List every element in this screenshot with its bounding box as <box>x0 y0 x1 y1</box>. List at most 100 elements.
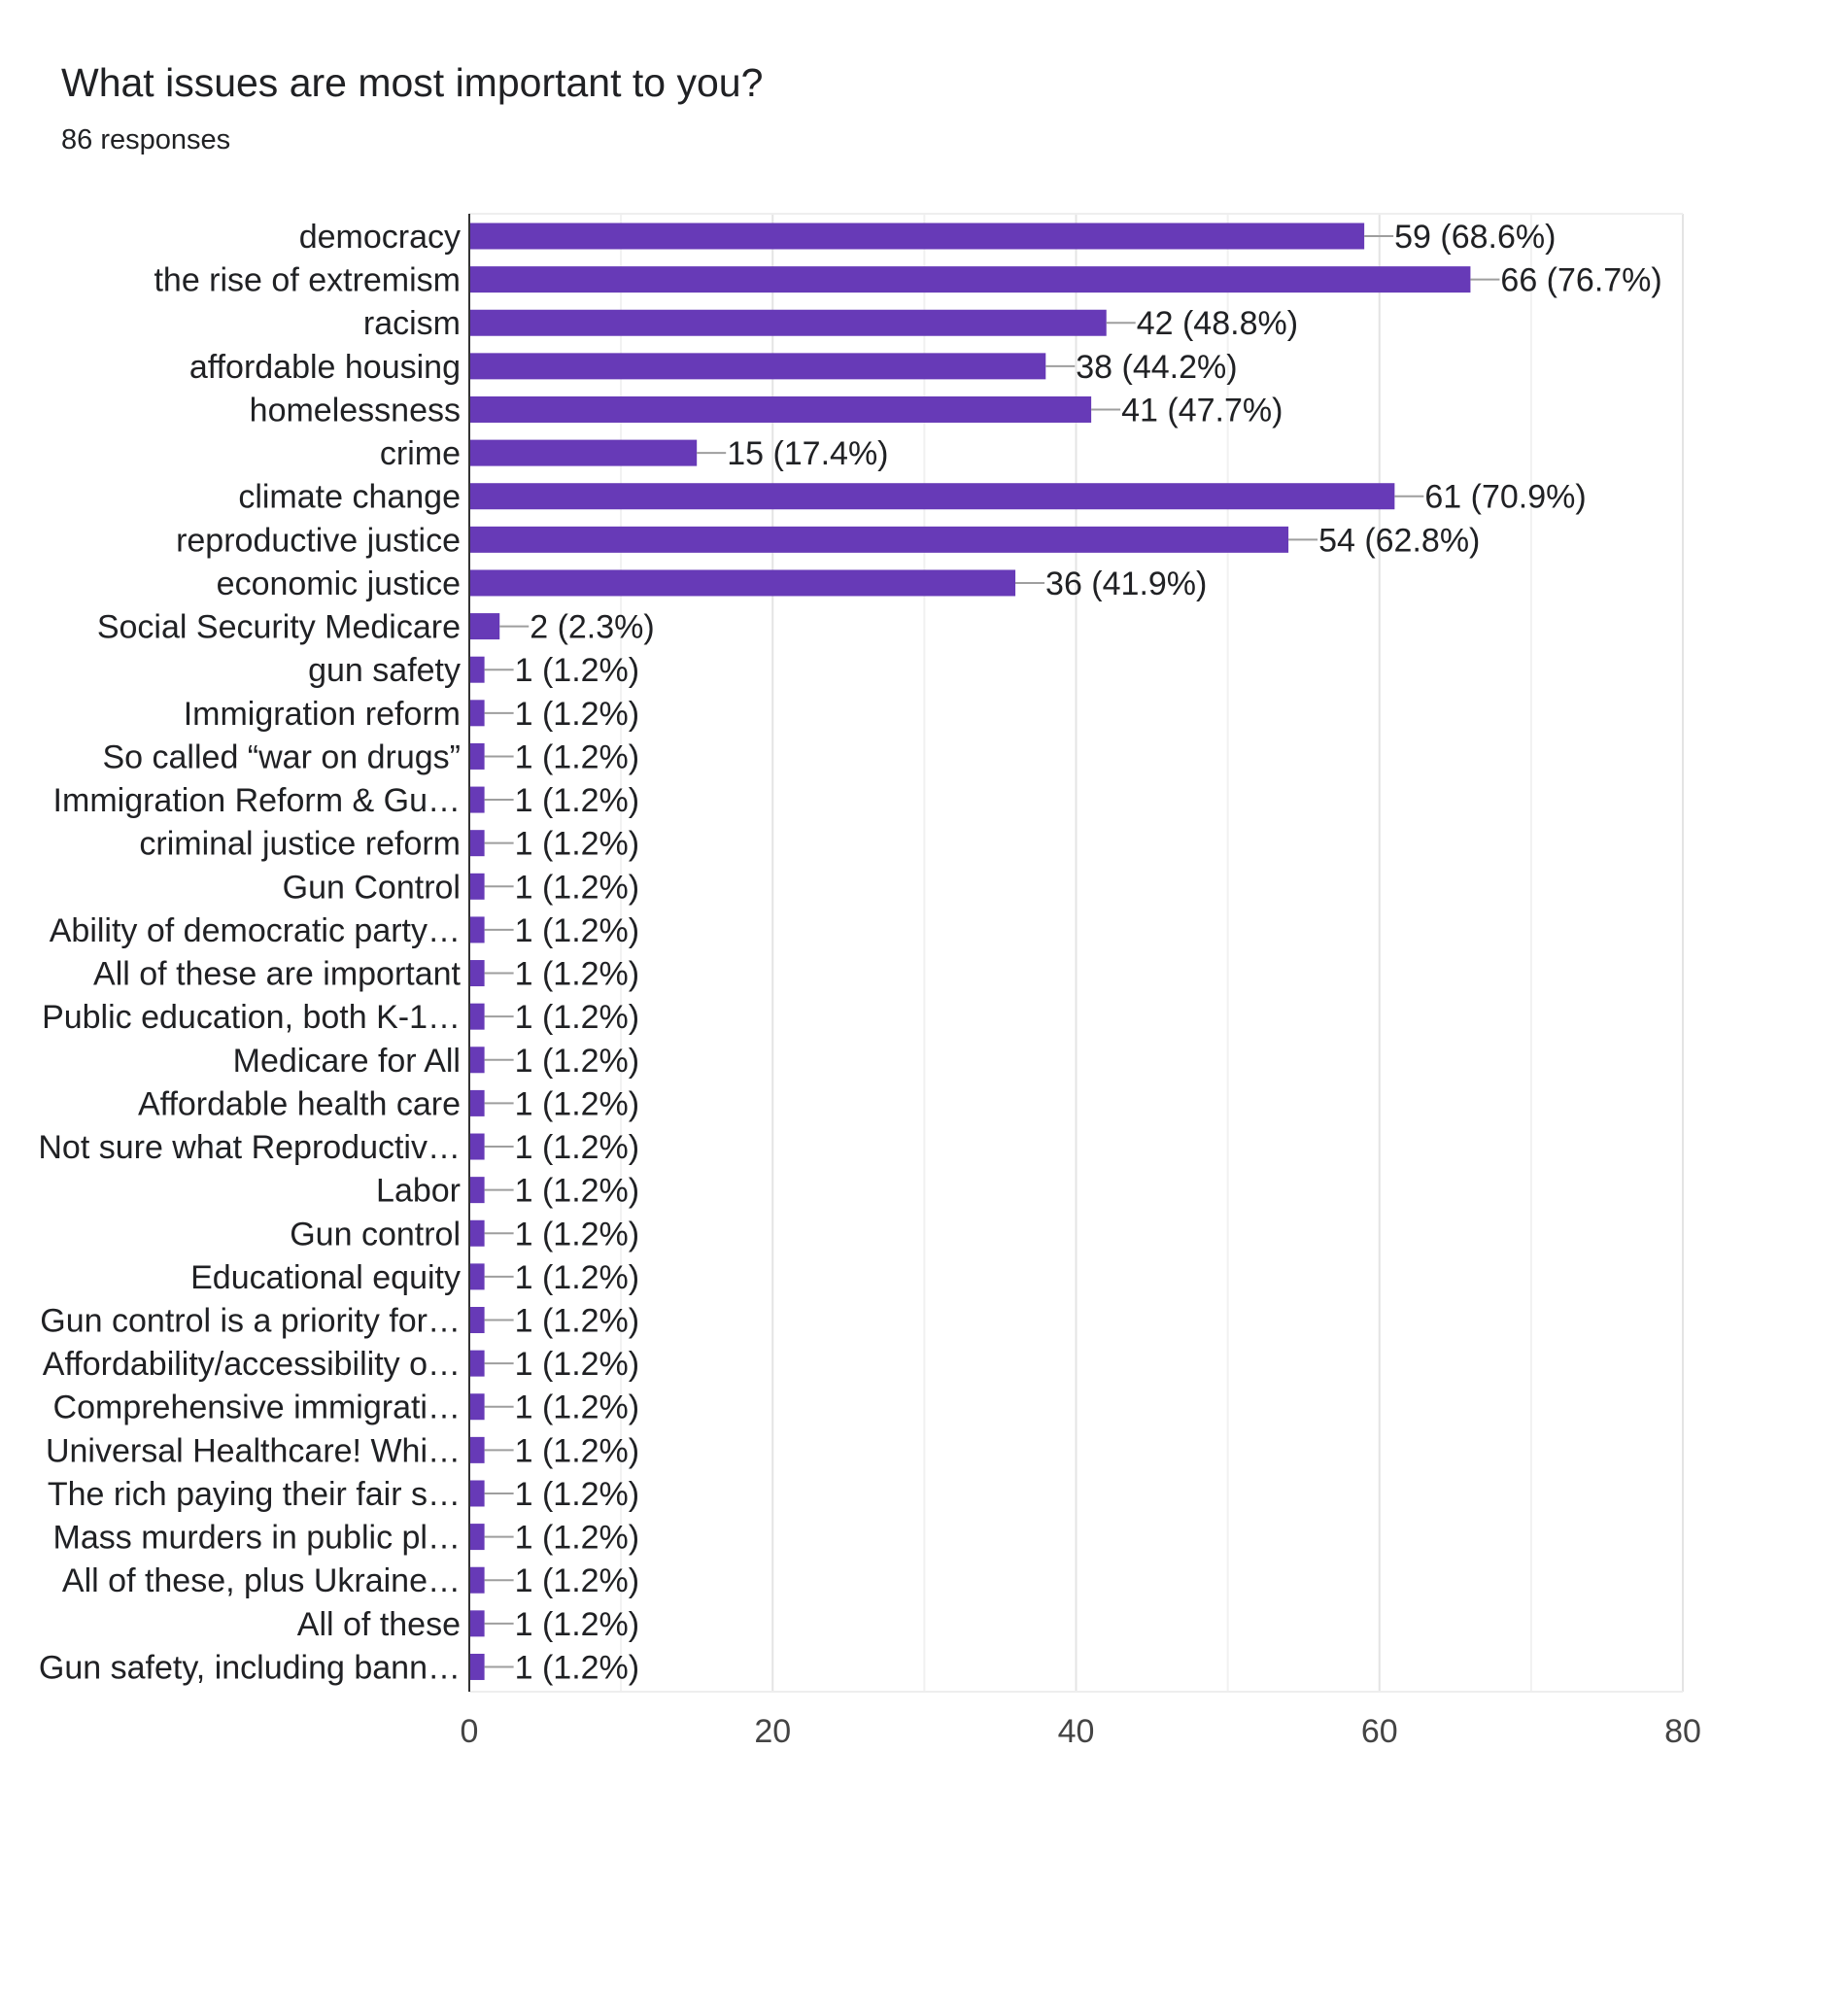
bar <box>469 483 1395 510</box>
bar <box>469 223 1365 250</box>
bar-value-label: 59 (68.6%) <box>1394 219 1556 256</box>
bar-value-label: 66 (76.7%) <box>1500 262 1661 299</box>
bar-value-label: 38 (44.2%) <box>1076 349 1237 386</box>
bar <box>469 1046 485 1074</box>
bar <box>469 1393 485 1421</box>
bar-value-label: 1 (1.2%) <box>515 1129 640 1166</box>
bar-value-label: 1 (1.2%) <box>515 1085 640 1122</box>
category-label: All of these, plus Ukraine… <box>62 1562 461 1599</box>
category-label: Universal Healthcare! Whi… <box>46 1432 461 1469</box>
bar <box>469 526 1289 553</box>
x-tick-label: 20 <box>754 1713 791 1750</box>
bar <box>469 1653 485 1680</box>
bar-value-label: 1 (1.2%) <box>515 652 640 689</box>
category-label: Public education, both K-1… <box>42 999 461 1036</box>
bar-value-label: 1 (1.2%) <box>515 956 640 993</box>
bar-value-label: 2 (2.3%) <box>530 609 655 646</box>
bar <box>469 1610 485 1637</box>
bar-value-label: 1 (1.2%) <box>515 782 640 819</box>
bar-value-label: 1 (1.2%) <box>515 869 640 906</box>
category-label: Affordability/accessibility o… <box>43 1346 461 1383</box>
category-label: Medicare for All <box>233 1043 461 1080</box>
bar <box>469 309 1107 336</box>
bar-value-label: 1 (1.2%) <box>515 1390 640 1426</box>
bar <box>469 1566 485 1594</box>
bar-value-label: 1 (1.2%) <box>515 1259 640 1296</box>
bar <box>469 1480 485 1507</box>
category-label: The rich paying their fair s… <box>48 1476 461 1513</box>
bar-value-label: 1 (1.2%) <box>515 696 640 733</box>
bar-value-label: 1 (1.2%) <box>515 999 640 1036</box>
bar <box>469 1263 485 1290</box>
bar-value-label: 1 (1.2%) <box>515 1173 640 1210</box>
category-label: Mass murders in public pl… <box>53 1520 461 1557</box>
x-tick-label: 0 <box>461 1713 479 1750</box>
category-label: Affordable health care <box>138 1085 461 1122</box>
bar-value-label: 1 (1.2%) <box>515 1216 640 1252</box>
category-label: the rise of extremism <box>154 262 461 299</box>
category-label: Immigration reform <box>184 696 461 733</box>
bar <box>469 742 485 770</box>
bar-value-label: 1 (1.2%) <box>515 912 640 949</box>
bar <box>469 1307 485 1333</box>
category-label: racism <box>363 305 461 342</box>
category-label: economic justice <box>217 566 461 602</box>
category-label: Not sure what Reproductiv… <box>38 1129 461 1166</box>
bar <box>469 656 485 683</box>
category-label: Gun control is a priority for… <box>40 1303 461 1340</box>
category-label: Labor <box>376 1173 461 1210</box>
category-label: Gun safety, including bann… <box>39 1649 461 1686</box>
bar <box>469 569 1016 597</box>
bar <box>469 916 485 944</box>
bar <box>469 1089 485 1116</box>
bar-value-label: 1 (1.2%) <box>515 1346 640 1383</box>
bar-value-label: 1 (1.2%) <box>515 1043 640 1080</box>
bar <box>469 1133 485 1160</box>
category-label: Social Security Medicare <box>97 609 461 646</box>
labels: 0 20 40 60 80 59 (68.6%) democracy 66 (76.7%) th… <box>38 214 1701 1750</box>
category-label: criminal justice reform <box>139 826 461 863</box>
bar <box>469 439 698 466</box>
bar-value-label: 42 (48.8%) <box>1137 305 1298 342</box>
x-tick-label: 60 <box>1361 1713 1398 1750</box>
bar-value-label: 1 (1.2%) <box>515 738 640 775</box>
category-label: Ability of democratic party… <box>50 912 461 949</box>
bar-value-label: 61 (70.9%) <box>1424 479 1586 516</box>
category-label: democracy <box>299 219 461 256</box>
category-label: Gun Control <box>283 869 461 906</box>
grid-lines <box>468 213 1684 1693</box>
bar <box>469 613 500 640</box>
category-label: climate change <box>238 479 461 516</box>
category-label: Immigration Reform & Gu… <box>53 782 461 819</box>
bar <box>469 1436 485 1463</box>
bar <box>469 1524 485 1551</box>
category-label: crime <box>380 435 461 472</box>
category-label: Comprehensive immigrati… <box>53 1390 461 1426</box>
bar-value-label: 41 (47.7%) <box>1121 392 1283 429</box>
bar <box>469 395 1092 423</box>
bar-value-label: 1 (1.2%) <box>515 1649 640 1686</box>
bar <box>469 1350 485 1377</box>
bar-value-label: 1 (1.2%) <box>515 826 640 863</box>
chart-title: What issues are most important to you? <box>61 60 764 105</box>
category-label: reproductive justice <box>176 522 461 559</box>
category-label: homelessness <box>250 392 461 429</box>
bar <box>469 700 485 727</box>
bar <box>469 1003 485 1030</box>
response-count: 86 responses <box>61 124 231 155</box>
category-label: affordable housing <box>189 349 461 386</box>
bar <box>469 353 1046 380</box>
bar-value-label: 1 (1.2%) <box>515 1520 640 1557</box>
x-tick-label: 80 <box>1664 1713 1701 1750</box>
bar-value-label: 1 (1.2%) <box>515 1432 640 1469</box>
bar-value-label: 1 (1.2%) <box>515 1562 640 1599</box>
bar-value-label: 54 (62.8%) <box>1318 522 1480 559</box>
bar <box>469 960 485 987</box>
bars <box>469 223 1500 1680</box>
x-tick-label: 40 <box>1058 1713 1095 1750</box>
category-label: All of these <box>297 1606 461 1643</box>
bar <box>469 873 485 900</box>
category-label: So called “war on drugs” <box>102 738 461 775</box>
bar-value-label: 1 (1.2%) <box>515 1476 640 1513</box>
